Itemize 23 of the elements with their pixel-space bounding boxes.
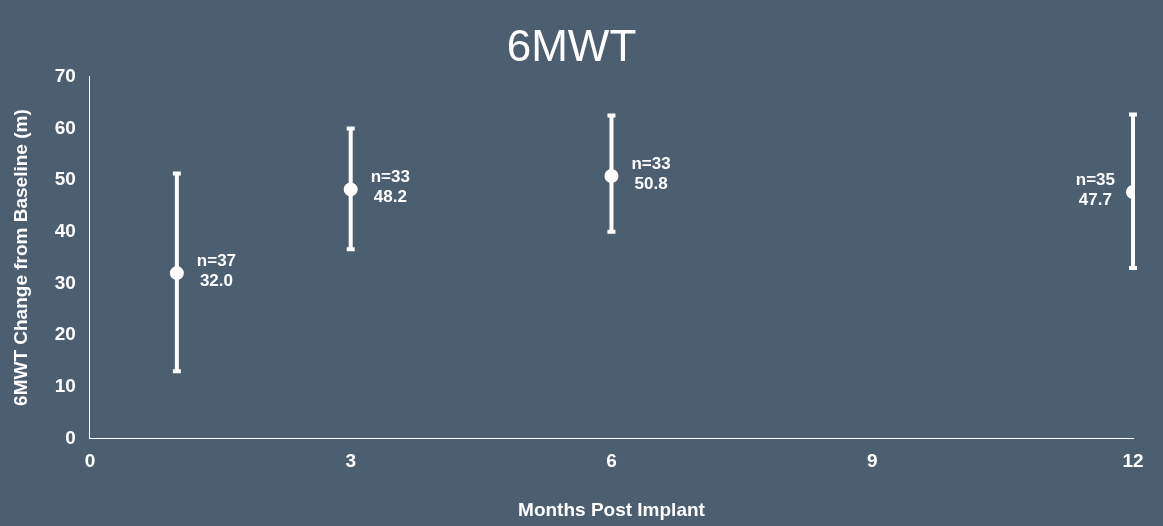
- chart-title: 6MWT: [506, 20, 637, 70]
- point: [343, 182, 358, 197]
- point: [169, 266, 184, 281]
- x-tick-label: 12: [1122, 450, 1144, 472]
- x-tick-label: 9: [866, 450, 878, 472]
- y-tick-label: 70: [54, 65, 76, 87]
- point: [604, 168, 619, 183]
- y-tick-label: 40: [54, 220, 76, 242]
- y-tick-label: 50: [54, 168, 76, 190]
- y-tick-label: 30: [54, 271, 76, 293]
- x-tick-label: 6: [606, 450, 617, 472]
- y-tick-label: 0: [65, 426, 76, 448]
- y-tick-label: 60: [54, 116, 76, 138]
- data-label: n=35 47.7: [1075, 169, 1116, 209]
- y-axis-title: 6MWT Change from Baseline (m): [9, 109, 31, 406]
- data-label: n=33 50.8: [631, 153, 671, 193]
- x-tick-label: 0: [84, 450, 96, 472]
- x-axis-title: Months Post Implant: [518, 498, 706, 520]
- x-tick-label: 3: [345, 450, 356, 472]
- y-tick-label: 10: [54, 374, 76, 396]
- y-tick-label: 20: [54, 323, 76, 345]
- data-label: n=33 48.2: [370, 167, 410, 207]
- data-label: n=37 32.0: [196, 250, 237, 290]
